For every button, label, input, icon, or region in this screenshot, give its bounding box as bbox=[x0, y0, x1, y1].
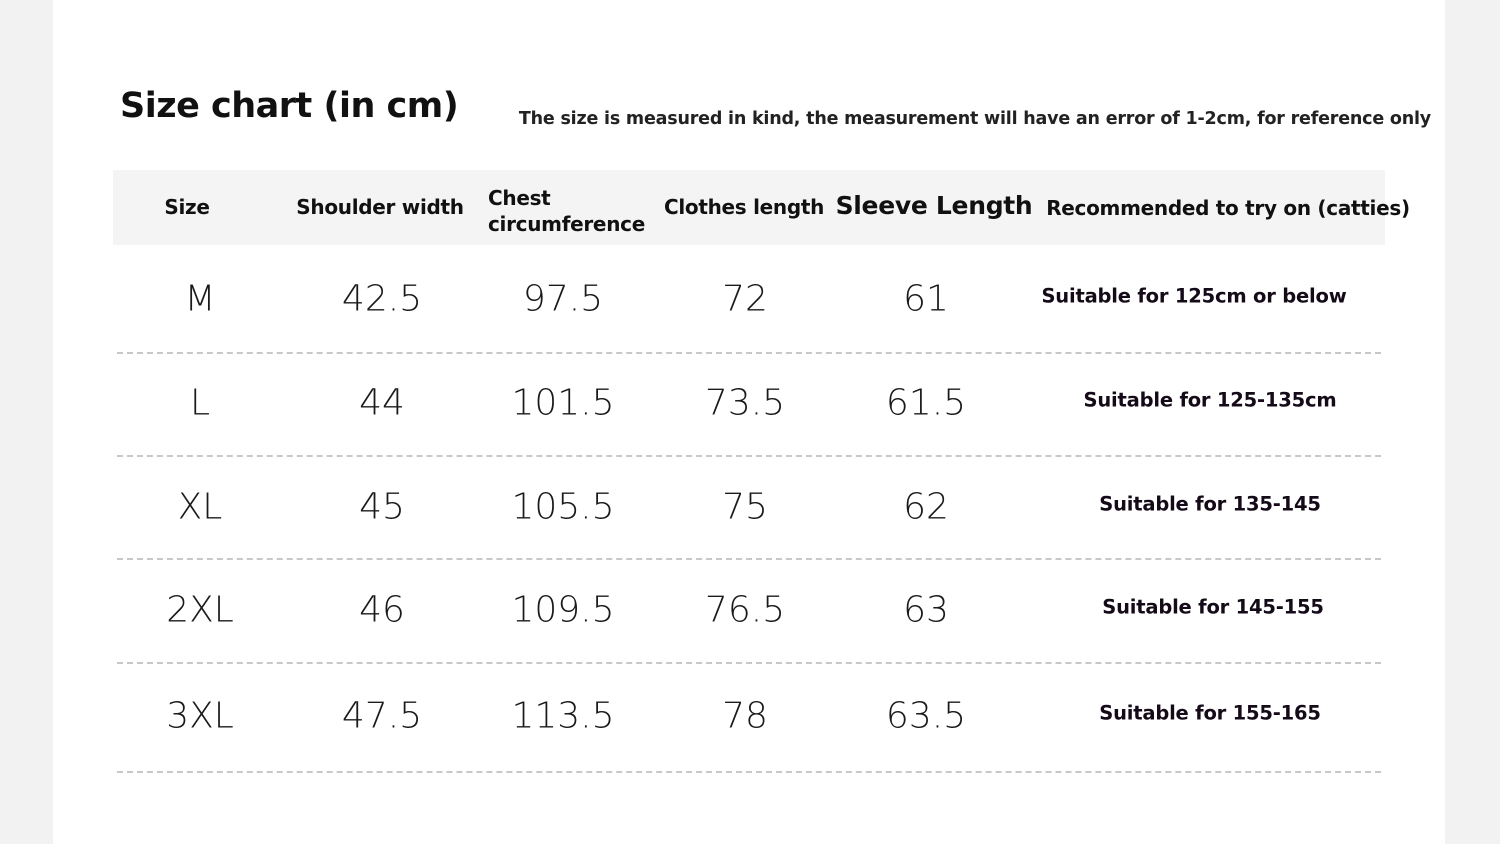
cell-recommended: Suitable for 145-155 bbox=[1102, 595, 1324, 619]
cell-recommended: Suitable for 125-135cm bbox=[1083, 388, 1337, 412]
row-divider bbox=[117, 455, 1381, 457]
cell-length: 78 bbox=[722, 695, 768, 737]
cell-recommended: Suitable for 125cm or below bbox=[1041, 284, 1347, 308]
row-divider bbox=[117, 662, 1381, 664]
cell-shoulder: 45 bbox=[359, 486, 405, 528]
row-divider bbox=[117, 352, 1381, 354]
cell-size: 2XL bbox=[166, 589, 234, 631]
cell-shoulder: 47.5 bbox=[341, 695, 423, 737]
cell-chest: 101.5 bbox=[511, 382, 615, 424]
cell-recommended: Suitable for 155-165 bbox=[1099, 701, 1321, 725]
header-size: Size bbox=[164, 195, 210, 219]
cell-shoulder: 46 bbox=[359, 589, 405, 631]
table-header bbox=[113, 170, 1385, 245]
cell-length: 76.5 bbox=[704, 589, 786, 631]
cell-chest: 105.5 bbox=[511, 486, 615, 528]
cell-sleeve: 62 bbox=[903, 486, 949, 528]
cell-chest: 113.5 bbox=[511, 695, 615, 737]
cell-sleeve: 63 bbox=[903, 589, 949, 631]
cell-sleeve: 61 bbox=[903, 278, 949, 320]
cell-sleeve: 63.5 bbox=[885, 695, 967, 737]
cell-size: M bbox=[184, 278, 216, 320]
cell-sleeve: 61.5 bbox=[885, 382, 967, 424]
row-divider bbox=[117, 558, 1381, 560]
page-title: Size chart (in cm) bbox=[120, 86, 459, 126]
cell-recommended: Suitable for 135-145 bbox=[1099, 492, 1321, 516]
cell-length: 75 bbox=[722, 486, 768, 528]
cell-size: XL bbox=[177, 486, 223, 528]
cell-shoulder: 42.5 bbox=[341, 278, 423, 320]
row-divider bbox=[117, 771, 1381, 773]
header-shoulder-width: Shoulder width bbox=[296, 195, 464, 219]
header-recommended: Recommended to try on (catties) bbox=[1046, 196, 1410, 220]
cell-size: 3XL bbox=[166, 695, 234, 737]
measurement-note: The size is measured in kind, the measur… bbox=[518, 109, 1431, 129]
header-sleeve-length: Sleeve Length bbox=[835, 191, 1033, 220]
cell-chest: 97.5 bbox=[522, 278, 604, 320]
cell-length: 73.5 bbox=[704, 382, 786, 424]
size-chart-panel bbox=[53, 0, 1445, 844]
header-chest-circumference: Chest circumference bbox=[488, 186, 645, 236]
cell-shoulder: 44 bbox=[359, 382, 405, 424]
cell-length: 72 bbox=[722, 278, 768, 320]
cell-chest: 109.5 bbox=[511, 589, 615, 631]
cell-size: L bbox=[189, 382, 211, 424]
header-clothes-length: Clothes length bbox=[663, 195, 825, 219]
